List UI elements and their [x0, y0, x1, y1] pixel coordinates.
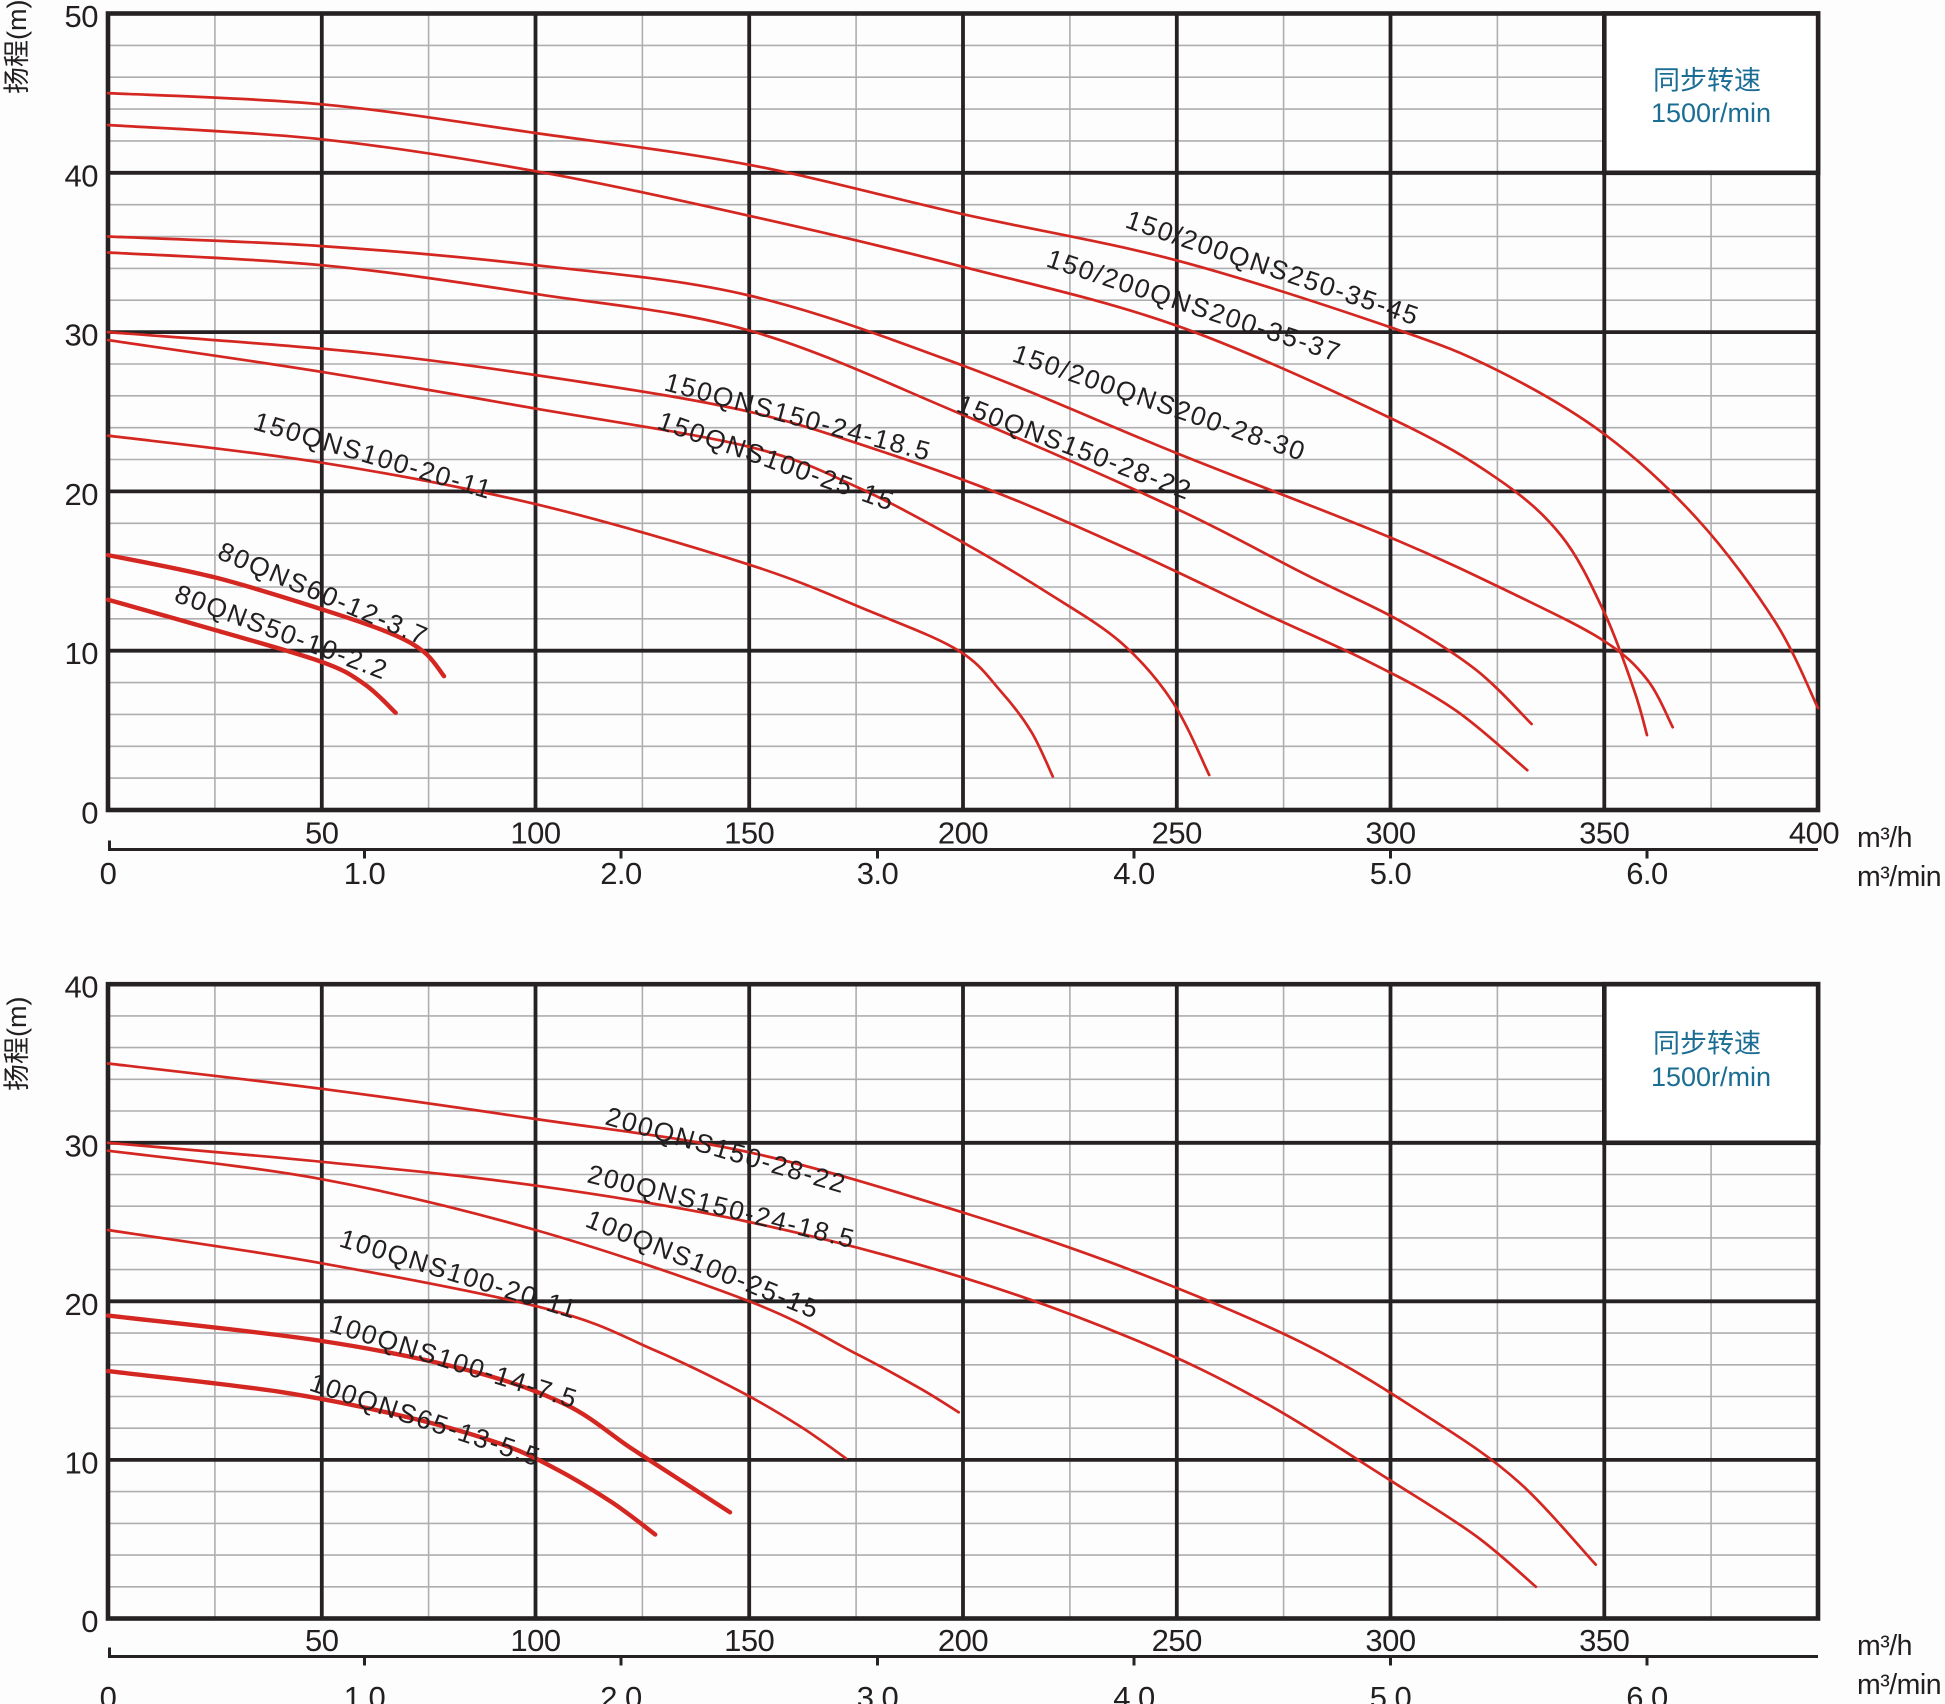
svg-text:350: 350 [1579, 1623, 1629, 1658]
svg-text:4.0: 4.0 [1113, 1680, 1155, 1704]
svg-text:4.0: 4.0 [1113, 856, 1155, 891]
svg-text:10: 10 [65, 1445, 99, 1480]
svg-text:(m): (m) [2, 0, 32, 40]
svg-text:1.0: 1.0 [344, 1680, 386, 1704]
svg-text:m³/min: m³/min [1857, 861, 1941, 893]
svg-text:20: 20 [65, 1287, 99, 1322]
svg-text:250: 250 [1152, 1623, 1202, 1658]
svg-text:5.0: 5.0 [1370, 856, 1412, 891]
svg-text:m³/h: m³/h [1857, 822, 1912, 854]
svg-text:30: 30 [65, 1128, 99, 1163]
svg-text:3.0: 3.0 [857, 856, 899, 891]
svg-text:40: 40 [65, 970, 99, 1005]
svg-text:50: 50 [305, 1623, 339, 1658]
svg-text:150: 150 [724, 1623, 774, 1658]
svg-text:50: 50 [305, 816, 339, 851]
svg-text:100: 100 [510, 1623, 560, 1658]
svg-text:350: 350 [1579, 816, 1629, 851]
svg-text:30: 30 [65, 318, 99, 353]
svg-text:1500r/min: 1500r/min [1651, 1062, 1771, 1092]
svg-text:150: 150 [724, 816, 774, 851]
svg-text:0: 0 [100, 1680, 117, 1704]
svg-text:2.0: 2.0 [600, 1680, 642, 1704]
svg-text:0: 0 [81, 1604, 98, 1639]
svg-text:6.0: 6.0 [1626, 1680, 1668, 1704]
svg-text:0: 0 [81, 796, 98, 831]
svg-text:300: 300 [1365, 1623, 1415, 1658]
svg-text:300: 300 [1365, 816, 1415, 851]
svg-text:5.0: 5.0 [1370, 1680, 1412, 1704]
svg-text:2.0: 2.0 [600, 856, 642, 891]
svg-text:6.0: 6.0 [1626, 856, 1668, 891]
svg-text:250: 250 [1152, 816, 1202, 851]
svg-text:200: 200 [938, 816, 988, 851]
svg-text:20: 20 [65, 477, 99, 512]
svg-text:3.0: 3.0 [857, 1680, 899, 1704]
svg-text:(m): (m) [2, 997, 32, 1037]
svg-text:10: 10 [65, 636, 99, 671]
svg-text:400: 400 [1789, 816, 1839, 851]
svg-text:50: 50 [65, 0, 99, 34]
svg-text:m³/h: m³/h [1857, 1630, 1912, 1662]
svg-text:100: 100 [510, 816, 560, 851]
svg-text:1500r/min: 1500r/min [1651, 98, 1771, 128]
svg-text:0: 0 [100, 856, 117, 891]
svg-text:1.0: 1.0 [344, 856, 386, 891]
svg-text:m³/min: m³/min [1857, 1669, 1941, 1701]
svg-text:40: 40 [65, 158, 99, 193]
svg-text:200: 200 [938, 1623, 988, 1658]
